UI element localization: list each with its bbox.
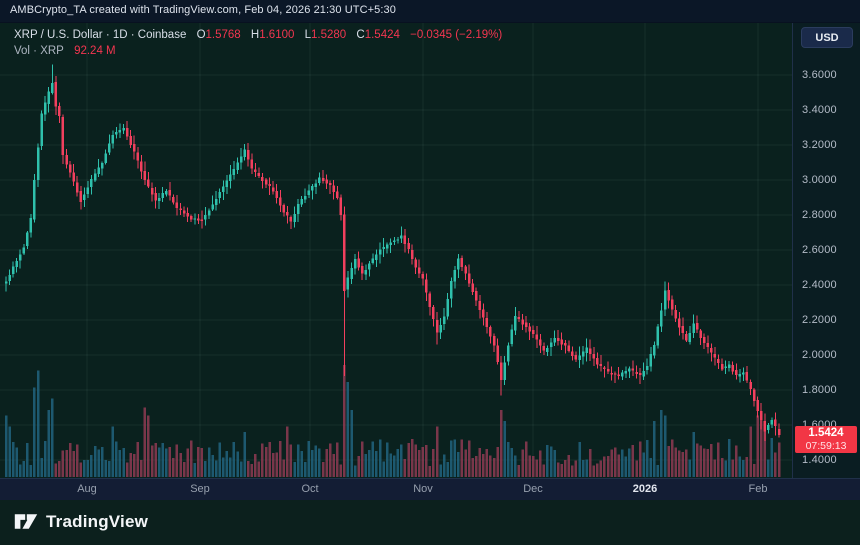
ohlc-close-value: 1.5424 bbox=[364, 29, 400, 41]
time-scale[interactable]: Aug Sep Oct Nov Dec 2026 Feb bbox=[0, 478, 860, 501]
tradingview-logo-text: TradingView bbox=[46, 511, 149, 531]
last-price-badge: 1.5424 07:59:13 bbox=[795, 426, 857, 454]
price-scale[interactable]: USD 3.6000 3.4000 3.2000 3.0000 2.8000 2.6000… bbox=[792, 22, 860, 478]
attribution-text: AMBCrypto_TA created with TradingView.co… bbox=[10, 4, 396, 16]
tradingview-logo-link[interactable]: TradingView bbox=[14, 511, 148, 532]
volume-label: Vol · XRP bbox=[14, 45, 64, 57]
volume-value: 92.24 M bbox=[74, 45, 116, 57]
price-tick: 2.2000 bbox=[802, 314, 837, 326]
price-tick: 3.4000 bbox=[802, 104, 837, 116]
symbol-title: XRP / U.S. Dollar · 1D · Coinbase bbox=[14, 29, 187, 41]
legend-volume-row: Vol · XRP 92.24 M bbox=[14, 43, 502, 59]
price-tick: 2.0000 bbox=[802, 349, 837, 361]
time-tick-feb: Feb bbox=[748, 483, 768, 495]
ohlc-close-key: C bbox=[356, 29, 365, 41]
ohlc-high-key: H bbox=[250, 29, 260, 41]
tradingview-logo-icon bbox=[14, 511, 38, 532]
ohlc-open-key: O bbox=[196, 29, 206, 41]
price-tick: 3.2000 bbox=[802, 139, 837, 151]
time-tick-oct: Oct bbox=[301, 483, 319, 495]
price-tick: 2.6000 bbox=[802, 244, 837, 256]
ohlc-high-value: 1.6100 bbox=[259, 29, 295, 41]
price-tick: 2.4000 bbox=[802, 279, 837, 291]
legend-symbol-row: XRP / U.S. Dollar · 1D · Coinbase O1.576… bbox=[14, 27, 502, 43]
price-tick: 3.0000 bbox=[802, 174, 837, 186]
chart-plot-area[interactable] bbox=[0, 22, 792, 478]
price-tick: 1.4000 bbox=[802, 454, 837, 466]
time-tick-2026: 2026 bbox=[632, 483, 658, 495]
ohlc-open-value: 1.5768 bbox=[205, 29, 241, 41]
time-tick-dec: Dec bbox=[523, 483, 543, 495]
price-tick: 3.6000 bbox=[802, 69, 837, 81]
price-tick: 1.8000 bbox=[802, 384, 837, 396]
change-value: −0.0345 (−2.19%) bbox=[410, 29, 503, 41]
time-tick-aug: Aug bbox=[77, 483, 97, 495]
footer-bar: TradingView bbox=[0, 500, 860, 545]
time-tick-nov: Nov bbox=[413, 483, 433, 495]
bar-countdown: 07:59:13 bbox=[805, 440, 847, 453]
currency-toggle-button[interactable]: USD bbox=[801, 27, 853, 48]
time-tick-sep: Sep bbox=[190, 483, 210, 495]
price-tick: 2.8000 bbox=[802, 209, 837, 221]
last-price-value: 1.5424 bbox=[808, 427, 844, 440]
attribution-bar: AMBCrypto_TA created with TradingView.co… bbox=[0, 0, 860, 23]
ohlc-low-value: 1.5280 bbox=[311, 29, 347, 41]
symbol-legend: XRP / U.S. Dollar · 1D · Coinbase O1.576… bbox=[14, 27, 502, 59]
